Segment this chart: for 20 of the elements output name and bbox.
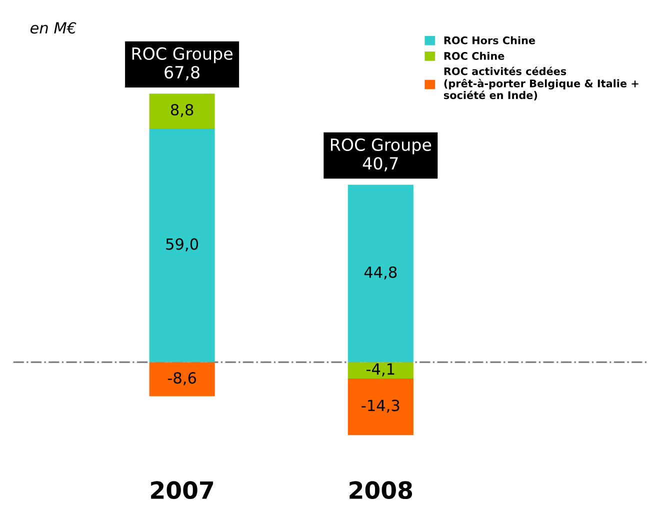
data-label: 59,0	[166, 238, 198, 252]
bar	[149, 94, 215, 129]
text: en M€	[30, 22, 76, 34]
bar	[149, 362, 215, 396]
legend-label: ROC activités cédées (prêt-à-porter Belgique & Italie + société en Inde)	[444, 66, 638, 100]
data-label: 44,8	[364, 266, 397, 280]
x-tick-label: 2007	[151, 481, 214, 500]
data-label: -8,6	[168, 372, 196, 386]
legend-label: ROC Chine	[444, 52, 504, 60]
bar	[348, 184, 414, 362]
data-label: -14,3	[362, 400, 400, 413]
data-label: -4,1	[366, 363, 394, 376]
bar	[149, 128, 215, 362]
data-label: 8,8	[170, 104, 194, 118]
total-label: ROC Groupe 40,7	[330, 138, 432, 172]
bar	[348, 362, 414, 378]
total-label: ROC Groupe 67,8	[132, 47, 232, 80]
legend-label: ROC Hors Chine	[444, 36, 536, 44]
bar	[348, 378, 414, 436]
x-tick-label: 2008	[350, 481, 412, 500]
